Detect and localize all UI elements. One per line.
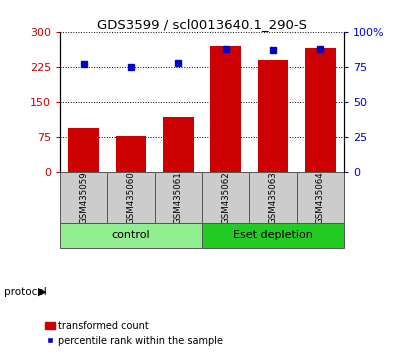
Text: control: control <box>112 230 150 240</box>
Text: GSM435060: GSM435060 <box>126 171 136 224</box>
Legend: transformed count, percentile rank within the sample: transformed count, percentile rank withi… <box>45 321 224 346</box>
Bar <box>305 48 336 172</box>
Bar <box>202 172 249 223</box>
Bar <box>60 223 202 248</box>
Text: Eset depletion: Eset depletion <box>233 230 313 240</box>
Text: GSM435059: GSM435059 <box>79 171 88 224</box>
Text: protocol: protocol <box>4 287 47 297</box>
Bar <box>249 172 297 223</box>
Bar <box>107 172 155 223</box>
Text: GSM435063: GSM435063 <box>268 171 278 224</box>
Title: GDS3599 / scl0013640.1_290-S: GDS3599 / scl0013640.1_290-S <box>97 18 307 31</box>
Text: GSM435062: GSM435062 <box>221 171 230 224</box>
Text: GSM435061: GSM435061 <box>174 171 183 224</box>
Bar <box>297 172 344 223</box>
Bar <box>258 60 288 172</box>
Bar <box>116 136 146 172</box>
Text: GSM435064: GSM435064 <box>316 171 325 224</box>
Bar <box>202 223 344 248</box>
Bar <box>210 46 241 172</box>
Bar <box>155 172 202 223</box>
Bar <box>163 117 194 172</box>
Text: ▶: ▶ <box>38 287 46 297</box>
Bar <box>60 172 107 223</box>
Bar <box>68 128 99 172</box>
